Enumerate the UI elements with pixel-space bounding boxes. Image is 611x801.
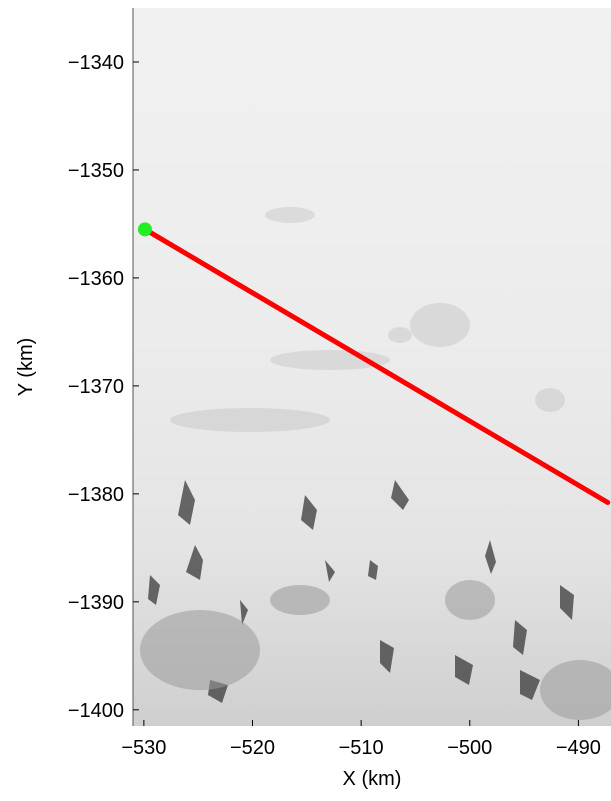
y-tick-label: −1390 bbox=[68, 592, 124, 614]
x-axis-ticks: −530 −520 −510 −500 −490 bbox=[121, 720, 601, 759]
y-tick-label: −1360 bbox=[68, 268, 124, 290]
start-point-marker bbox=[137, 222, 152, 237]
y-axis-label: Y (km) bbox=[15, 338, 37, 397]
x-tick-label: −530 bbox=[121, 737, 166, 759]
y-tick-label: −1370 bbox=[68, 376, 124, 398]
series-layer bbox=[142, 226, 611, 506]
x-tick-label: −490 bbox=[556, 737, 601, 759]
satellite-image bbox=[133, 8, 611, 726]
x-tick-label: −500 bbox=[447, 737, 492, 759]
flight-line bbox=[142, 226, 611, 506]
x-tick-label: −510 bbox=[339, 737, 384, 759]
y-tick-label: −1380 bbox=[68, 484, 124, 506]
marker-layer bbox=[137, 222, 152, 237]
y-tick-label: −1340 bbox=[68, 52, 124, 74]
x-tick-label: −520 bbox=[230, 737, 275, 759]
y-axis-ticks: −1340 −1350 −1360 −1370 −1380 −1390 −1400 bbox=[68, 52, 139, 722]
x-axis-label: X (km) bbox=[343, 768, 402, 790]
y-tick-label: −1400 bbox=[68, 700, 124, 722]
y-tick-label: −1350 bbox=[68, 160, 124, 182]
